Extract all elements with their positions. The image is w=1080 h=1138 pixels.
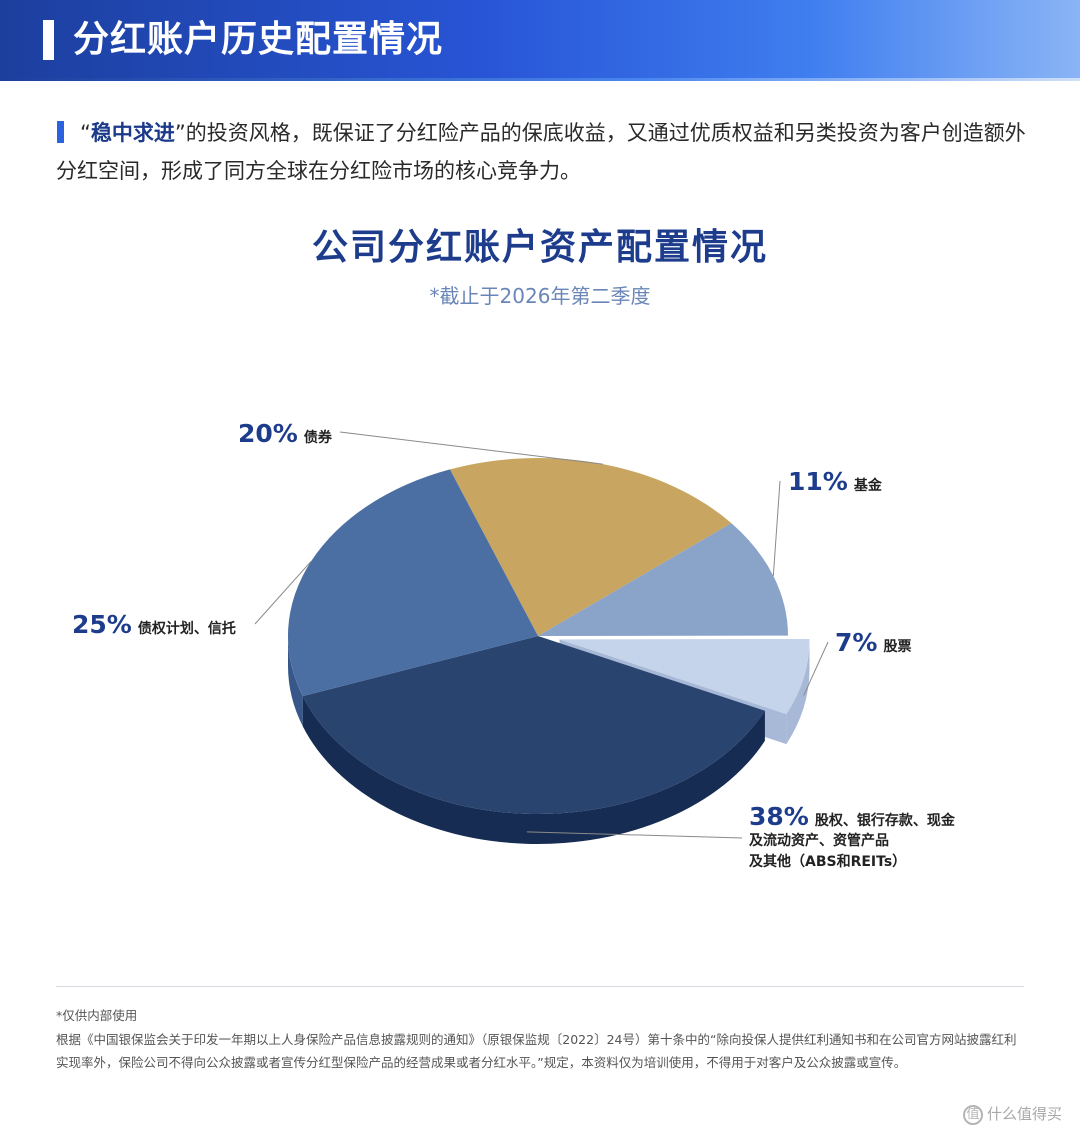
intro-paragraph: “稳中求进”的投资风格，既保证了分红险产品的保底收益，又通过优质权益和另类投资为…: [56, 114, 1031, 190]
chart-subtitle: *截止于2026年第二季度: [429, 284, 651, 308]
pie-slice-debt-plans: [288, 469, 538, 697]
intro-accent-bar: [57, 121, 64, 143]
leader-line-stocks: [803, 641, 829, 696]
watermark: 值什么值得买: [962, 1103, 1062, 1125]
slice-name-equity-line3: 及其他（ABS和REITs）: [749, 854, 907, 870]
slice-pct-debt-plans: 25%: [72, 610, 132, 639]
chart-title: 公司分红账户资产配置情况: [311, 227, 768, 268]
leader-line-bonds: [339, 431, 603, 465]
pie-side-equity: [302, 696, 765, 845]
slice-name-equity: 股权、银行存款、现金: [814, 813, 955, 829]
watermark-text: 什么值得买: [986, 1105, 1062, 1123]
page-title: 分红账户历史配置情况: [73, 19, 444, 60]
intro-keyword: 稳中求进: [90, 121, 175, 145]
leader-line-equity: [526, 831, 743, 839]
intro-quote-open: “: [80, 121, 91, 145]
slice-pct-bonds: 20%: [238, 419, 298, 448]
slice-name-bonds: 债券: [303, 430, 332, 446]
watermark-logo-icon: 值: [962, 1104, 983, 1125]
header-accent-bar: [43, 20, 54, 60]
pie-slice-equity: [302, 636, 765, 815]
footer-disclaimer: 根据《中国银保监会关于印发一年期以上人身保险产品信息披露规则的通知》（原银保监规…: [56, 1032, 1017, 1070]
pie-slice-stocks: [559, 638, 810, 715]
header-banner: [0, 0, 1080, 80]
footer-internal-note: *仅供内部使用: [56, 1008, 138, 1023]
pie-slice-bonds: [449, 458, 732, 636]
slice-label-debt-plans: 25% 债权计划、信托: [72, 610, 236, 639]
pie-slice-funds: [538, 523, 788, 636]
pie-side-debt-plans: [288, 636, 303, 727]
header-underline: [0, 78, 1080, 81]
slice-name-funds: 基金: [853, 478, 882, 494]
intro-text: ”的投资风格，既保证了分红险产品的保底收益，又通过优质权益和另类投资为客户创造额…: [56, 121, 1026, 183]
slice-name-stocks: 股票: [883, 639, 912, 655]
slice-label-bonds: 20% 债券: [238, 419, 332, 448]
footer-divider: [56, 986, 1024, 987]
slice-pct-funds: 11%: [788, 467, 848, 496]
slice-name-equity-line2: 及流动资产、资管产品: [749, 833, 889, 849]
slice-pct-equity: 38%: [749, 802, 809, 831]
leader-line-funds: [772, 480, 781, 576]
slice-label-stocks: 7% 股票: [835, 628, 911, 657]
slice-pct-stocks: 7%: [835, 628, 878, 657]
slice-label-equity: 38% 股权、银行存款、现金 及流动资产、资管产品 及其他（ABS和REITs）: [749, 802, 955, 873]
slice-label-funds: 11% 基金: [788, 467, 882, 496]
pie-side-stocks: [786, 639, 810, 745]
slice-name-debt-plans: 债权计划、信托: [137, 621, 236, 637]
leader-line-debt-plans: [254, 560, 312, 625]
